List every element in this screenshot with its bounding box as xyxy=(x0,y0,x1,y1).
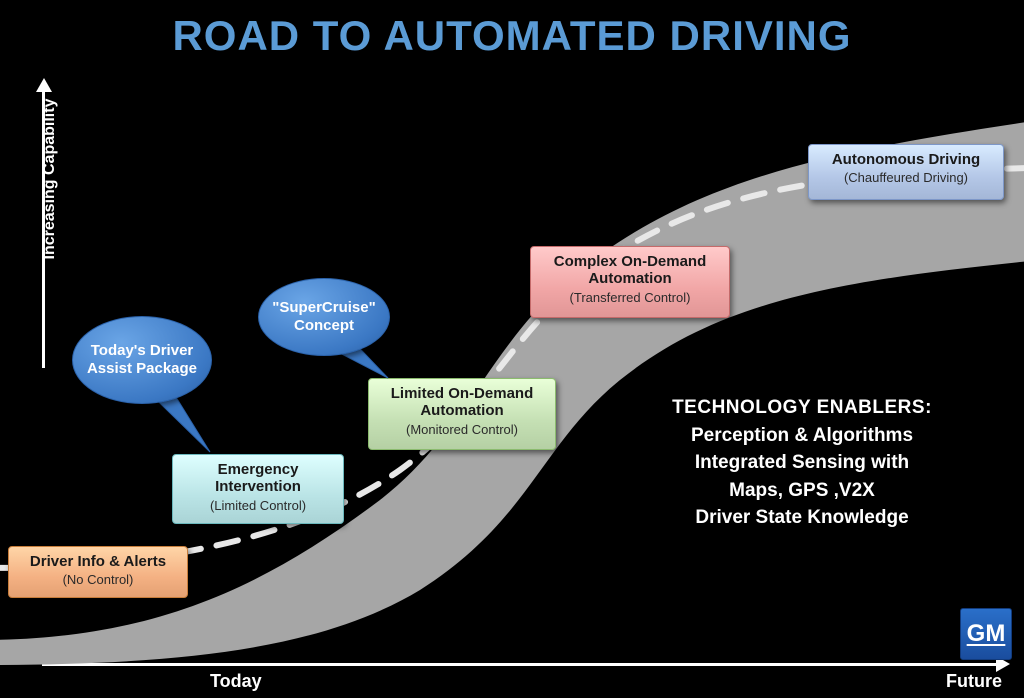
gm-logo-text: GM xyxy=(967,620,1006,648)
gm-logo: GM xyxy=(960,608,1012,660)
speech-bubble: Today's Driver Assist Package xyxy=(72,316,212,404)
speech-bubble: "SuperCruise" Concept xyxy=(258,278,390,356)
